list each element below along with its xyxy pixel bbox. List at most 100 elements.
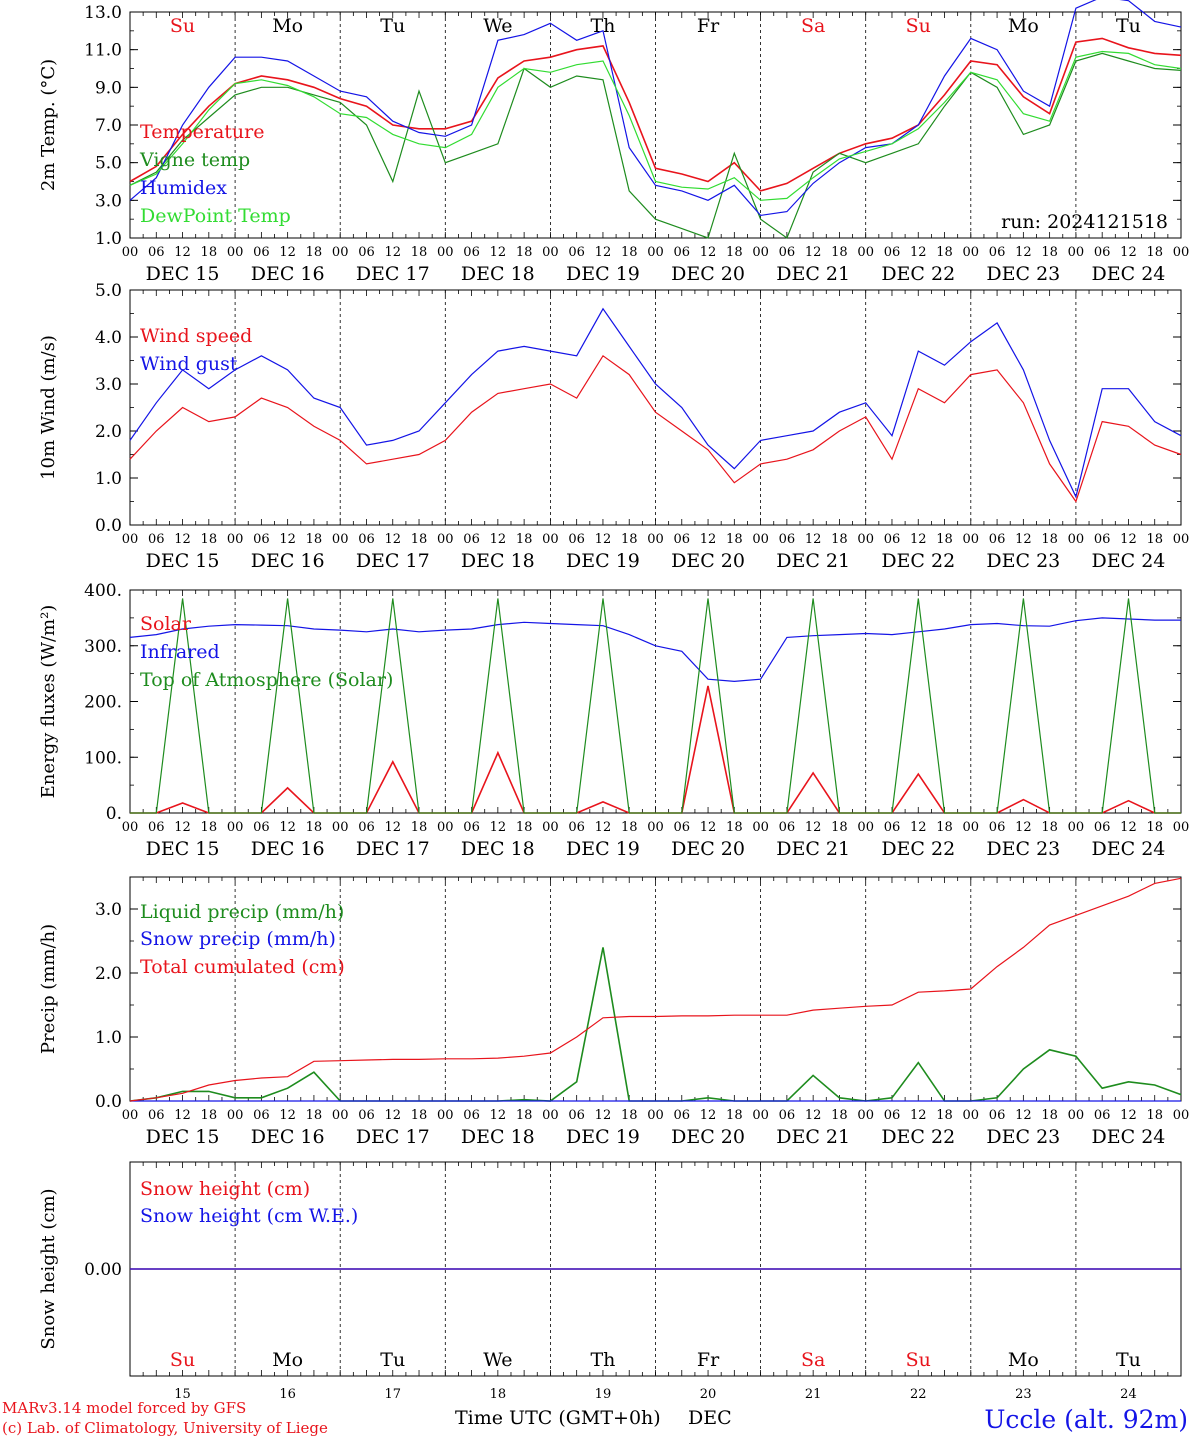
date-label: DEC 22 — [881, 263, 955, 285]
legend-entry: Top of Atmosphere (Solar) — [140, 669, 393, 691]
hour-tick-label: 00 — [122, 245, 139, 260]
y-axis-label: Energy fluxes (W/m²) — [38, 605, 59, 799]
hour-tick-label: 06 — [1094, 245, 1111, 260]
hour-tick-label: 00 — [647, 820, 664, 835]
hour-tick-label: 18 — [1146, 820, 1163, 835]
weekday-label: Tu — [380, 15, 405, 37]
hour-tick-label: 06 — [463, 820, 480, 835]
hour-tick-label: 12 — [490, 820, 507, 835]
hour-tick-label: 18 — [621, 1108, 638, 1123]
weekday-label: Fr — [697, 1349, 720, 1371]
hour-tick-label: 00 — [437, 245, 454, 260]
hour-tick-label: 12 — [490, 245, 507, 260]
hour-tick-label: 12 — [700, 820, 717, 835]
hour-tick-label: 06 — [1094, 820, 1111, 835]
hour-tick-label: 00 — [752, 820, 769, 835]
hour-tick-label: 18 — [306, 245, 323, 260]
hour-tick-label: 00 — [647, 1108, 664, 1123]
y-tick-label: 200. — [84, 693, 122, 713]
hour-tick-label: 06 — [148, 1108, 165, 1123]
hour-tick-label: 12 — [174, 1108, 191, 1123]
hour-tick-label: 06 — [358, 245, 375, 260]
hour-tick-label: 06 — [568, 820, 585, 835]
hour-tick-label: 06 — [779, 532, 796, 547]
hour-tick-label: 00 — [1068, 532, 1085, 547]
hour-tick-label: 12 — [1015, 245, 1032, 260]
hour-tick-label: 06 — [674, 1108, 691, 1123]
date-label: DEC 19 — [566, 838, 640, 860]
panel-2: 0.0 1.0 2.0 3.0 4.0 5.0 10m Wind (m/s) Wind spe… — [38, 281, 1189, 572]
series-line — [129, 354, 1182, 503]
date-label: DEC 15 — [146, 1126, 220, 1148]
y-tick-label: 2.0 — [95, 422, 122, 442]
month-label: DEC — [688, 1407, 732, 1429]
day-number-label: 18 — [490, 1387, 507, 1402]
date-label: DEC 16 — [251, 1126, 325, 1148]
hour-tick-label: 06 — [463, 1108, 480, 1123]
hour-tick-label: 18 — [1041, 532, 1058, 547]
hour-tick-label: 12 — [490, 1108, 507, 1123]
hour-tick-label: 06 — [568, 245, 585, 260]
hour-tick-label: 00 — [542, 1108, 559, 1123]
hour-tick-label: 18 — [621, 820, 638, 835]
y-tick-label: 0. — [106, 804, 122, 824]
y-tick-label: 1.0 — [95, 469, 122, 489]
hour-tick-label: 12 — [384, 820, 401, 835]
hour-tick-label: 18 — [1146, 245, 1163, 260]
hour-tick-label: 00 — [542, 532, 559, 547]
hour-tick-label: 18 — [306, 532, 323, 547]
weekday-label: Tu — [380, 1349, 405, 1371]
hour-tick-label: 18 — [936, 245, 953, 260]
date-label: DEC 21 — [776, 1126, 850, 1148]
day-number-label: 20 — [700, 1387, 717, 1402]
weekday-label: Su — [906, 1349, 931, 1371]
hour-tick-label: 12 — [279, 532, 296, 547]
date-label: DEC 19 — [566, 1126, 640, 1148]
hour-tick-label: 06 — [884, 820, 901, 835]
hour-tick-label: 00 — [857, 532, 874, 547]
hour-tick-label: 06 — [779, 1108, 796, 1123]
date-label: DEC 21 — [776, 263, 850, 285]
day-number-label: 22 — [910, 1387, 927, 1402]
hour-tick-label: 06 — [568, 532, 585, 547]
hour-tick-label: 00 — [437, 820, 454, 835]
hour-tick-label: 00 — [1068, 245, 1085, 260]
weekday-label: Su — [906, 15, 931, 37]
date-label: DEC 24 — [1092, 263, 1166, 285]
date-label: DEC 23 — [986, 550, 1060, 572]
date-label: DEC 20 — [671, 838, 745, 860]
hour-tick-label: 18 — [516, 532, 533, 547]
hour-tick-label: 06 — [674, 245, 691, 260]
hour-tick-label: 06 — [674, 532, 691, 547]
hour-tick-label: 00 — [542, 245, 559, 260]
hour-tick-label: 12 — [1015, 532, 1032, 547]
weekday-label: Su — [170, 15, 195, 37]
time-axis-label: Time UTC (GMT+0h) — [455, 1407, 661, 1429]
hour-tick-label: 00 — [437, 532, 454, 547]
hour-tick-label: 06 — [253, 245, 270, 260]
hour-tick-label: 12 — [384, 532, 401, 547]
date-label: DEC 16 — [251, 550, 325, 572]
hour-tick-label: 12 — [595, 1108, 612, 1123]
hour-tick-label: 06 — [989, 820, 1006, 835]
hour-tick-label: 00 — [963, 532, 980, 547]
hour-tick-label: 12 — [279, 245, 296, 260]
hour-tick-label: 12 — [1120, 1108, 1137, 1123]
hour-tick-label: 00 — [647, 532, 664, 547]
hour-tick-label: 18 — [306, 1108, 323, 1123]
date-label: DEC 21 — [776, 838, 850, 860]
station-label: Uccle (alt. 92m) — [984, 1405, 1188, 1434]
hour-tick-label: 06 — [253, 532, 270, 547]
hour-tick-label: 12 — [1120, 245, 1137, 260]
hour-tick-label: 00 — [752, 245, 769, 260]
legend-entry: DewPoint Temp — [140, 205, 291, 227]
panel-1: 1.0 3.0 5.0 7.0 9.0 11.0 13.0 2m Temp. (°C) Temp… — [38, 0, 1189, 285]
legend-entry: Liquid precip (mm/h) — [140, 901, 344, 923]
hour-tick-label: 06 — [779, 820, 796, 835]
day-number-label: 21 — [805, 1387, 822, 1402]
weekday-label: Mo — [272, 15, 303, 37]
hour-tick-label: 00 — [857, 245, 874, 260]
weekday-label: Th — [590, 15, 615, 37]
date-label: DEC 21 — [776, 550, 850, 572]
